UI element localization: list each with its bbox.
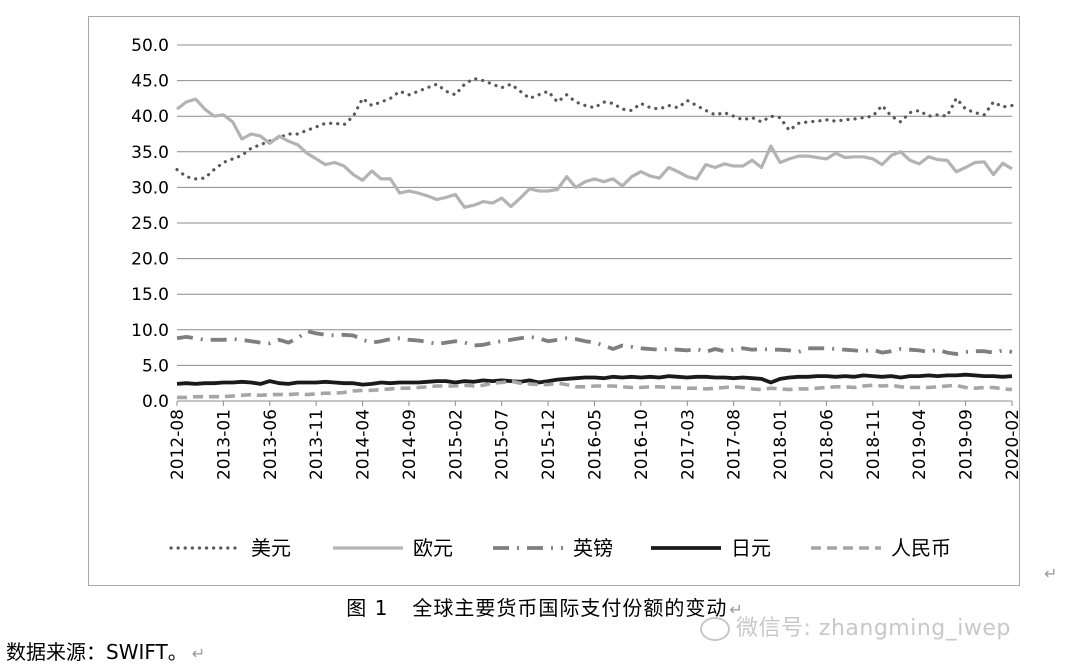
paragraph-mark: ↵ [191,644,206,663]
paragraph-mark: ↵ [1044,564,1058,583]
x-tick-label: 2018-06 [817,409,837,480]
paragraph-mark: ↵ [729,600,744,619]
legend-label: 人民币 [891,536,951,560]
y-tick-label: 15.0 [131,285,169,305]
x-tick-label: 2013-06 [261,409,281,480]
x-tick-label: 2020-02 [1003,409,1021,480]
source-note: 数据来源：SWIFT。 ↵ [6,636,205,665]
source-text: 数据来源：SWIFT。 [6,640,188,664]
x-tick-label: 2014-04 [354,409,374,480]
x-tick-label: 2015-07 [493,409,513,480]
x-tick-label: 2015-02 [446,409,466,480]
x-tick-label: 2019-04 [910,409,930,480]
y-tick-label: 25.0 [131,214,169,234]
watermark-text: 微信号: zhangming_iwep [736,616,1011,641]
y-tick-label: 45.0 [131,72,169,92]
x-tick-label: 2016-10 [632,409,652,480]
watermark: 微信号: zhangming_iwep [700,610,1011,642]
x-tick-label: 2019-09 [957,409,977,480]
x-tick-label: 2015-12 [539,409,559,480]
x-tick-label: 2013-01 [214,409,234,480]
series-line-人民币 [177,379,1013,400]
legend-label: 日元 [731,536,771,560]
y-tick-label: 5.0 [142,356,169,376]
y-tick-label: 0.0 [142,392,169,412]
y-tick-label: 50.0 [131,36,169,56]
chart-frame: 50.0 45.0 40.0 35.0 30.0 25.0 20.0 15.0 10.0 5.0 0… [88,16,1021,586]
y-tick-label: 40.0 [131,107,169,127]
x-tick-label: 2017-08 [725,409,745,480]
series-line-英镑 [176,329,1013,356]
figure-caption: 图 1 全球主要货币国际支付份额的变动 ↵ [0,592,1080,621]
x-tick-label: 2017-03 [678,409,698,480]
y-tick-label: 35.0 [131,143,169,163]
series-line-欧元 [176,97,1013,209]
line-chart: 50.0 45.0 40.0 35.0 30.0 25.0 20.0 15.0 10.0 5.0 0… [131,36,1021,560]
x-tick-label: 2018-11 [864,409,884,480]
x-tick-label: 2016-05 [586,409,606,480]
figure-number: 图 1 [346,596,389,620]
x-tick-label: 2012-08 [168,409,188,480]
legend-label: 英镑 [573,536,613,560]
legend-label: 欧元 [413,536,453,560]
legend-label: 美元 [251,536,291,560]
x-tick-label: 2013-11 [307,409,327,480]
figure-title: 全球主要货币国际支付份额的变动 [412,596,728,620]
y-tick-label: 10.0 [131,321,169,341]
wechat-icon [700,617,730,641]
series-line-日元 [176,372,1013,387]
y-tick-label: 30.0 [131,178,169,198]
series-line-美元 [175,76,1014,181]
x-tick-label: 2018-01 [771,409,791,480]
x-tick-label: 2014-09 [400,409,420,480]
y-tick-label: 20.0 [131,250,169,270]
